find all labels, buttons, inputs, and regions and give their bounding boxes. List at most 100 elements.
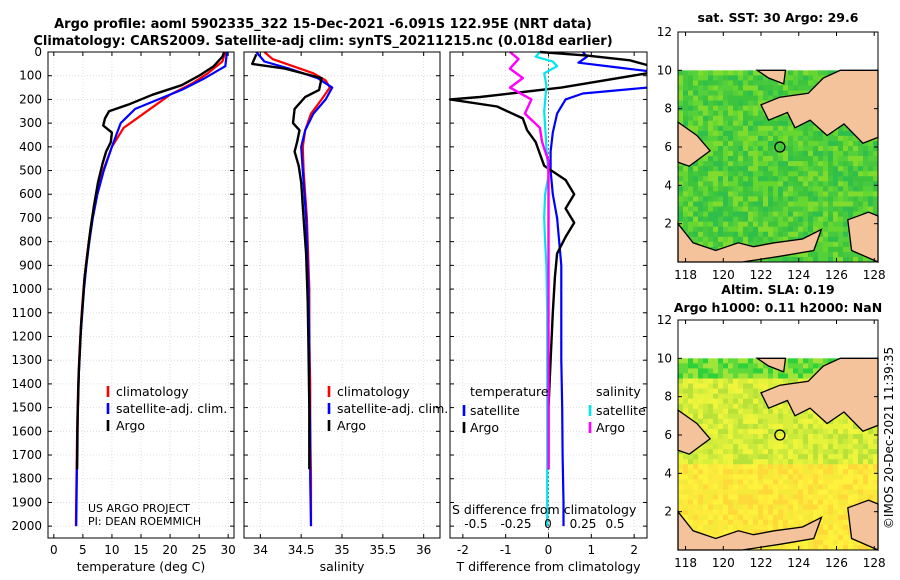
map-data-cell (818, 246, 824, 253)
map-data-cell (843, 454, 849, 460)
map-data-cell (698, 70, 704, 76)
map-data-cell (818, 211, 824, 217)
map-data-cell (793, 449, 799, 455)
map-data-cell (738, 151, 744, 157)
map-data-cell (808, 373, 814, 379)
map-data-cell (763, 544, 769, 551)
map-data-cell (793, 444, 799, 450)
map-data-cell (818, 494, 824, 500)
x-tick-label: 10 (104, 543, 119, 557)
map-data-cell (753, 439, 759, 445)
map-data-cell (798, 368, 804, 374)
map-data-cell (753, 403, 759, 410)
map-data-cell (733, 151, 739, 157)
map-data-cell (843, 474, 849, 480)
map-data-cell (743, 373, 749, 379)
map-data-cell (838, 529, 844, 536)
map-data-cell (758, 166, 764, 172)
map-x-tick-label: 118 (674, 268, 697, 282)
map-data-cell (833, 504, 839, 511)
map-data-cell (723, 191, 729, 197)
map-data-cell (688, 514, 694, 521)
map-data-cell (743, 489, 749, 495)
map-data-cell (683, 186, 689, 192)
map-data-cell (713, 494, 719, 500)
map-data-cell (868, 181, 874, 187)
map-data-cell (698, 156, 704, 162)
map-data-cell (743, 206, 749, 212)
map-data-cell (693, 479, 699, 485)
map-data-cell (818, 206, 824, 212)
map-data-cell (858, 191, 864, 197)
map-data-cell (833, 494, 839, 500)
map-data-cell (768, 191, 774, 197)
map-data-cell (718, 403, 724, 410)
map-data-cell (843, 524, 849, 531)
map-data-cell (783, 135, 789, 142)
map-data-cell (763, 90, 769, 96)
map-data-cell (833, 201, 839, 207)
map-data-cell (778, 373, 784, 379)
map-data-cell (803, 373, 809, 379)
map-data-cell (708, 161, 714, 167)
map-data-cell (773, 191, 779, 197)
map-data-cell (773, 509, 779, 516)
y-tick-label: 1500 (11, 401, 42, 415)
map-data-cell (813, 368, 819, 374)
map-data-cell (703, 418, 709, 425)
map-data-cell (848, 166, 854, 172)
map-data-cell (768, 166, 774, 172)
map-data-cell (828, 459, 834, 465)
map-x-tick-label: 118 (674, 556, 697, 570)
map-data-cell (708, 196, 714, 202)
map-data-cell (793, 418, 799, 425)
map-data-cell (828, 474, 834, 480)
map-data-cell (743, 156, 749, 162)
legend-label: climatology (116, 384, 189, 399)
map-data-cell (723, 171, 729, 177)
map-data-cell (708, 100, 714, 107)
map-data-cell (858, 444, 864, 450)
map-data-cell (783, 373, 789, 379)
map-data-cell (813, 489, 819, 495)
map-data-cell (708, 221, 714, 228)
map-data-cell (708, 403, 714, 410)
map-data-cell (763, 368, 769, 374)
map-data-cell (713, 70, 719, 76)
map-data-cell (728, 75, 734, 81)
map-data-cell (748, 378, 754, 384)
map-data-cell (788, 70, 794, 76)
map-data-cell (778, 494, 784, 500)
map-data-cell (798, 423, 804, 430)
map-data-cell (823, 469, 829, 475)
map-data-cell (803, 216, 809, 223)
map-data-cell (748, 120, 754, 127)
map-data-cell (783, 206, 789, 212)
map-data-cell (788, 140, 794, 147)
map-data-cell (753, 398, 759, 405)
map-data-cell (743, 176, 749, 182)
map-data-cell (838, 241, 844, 248)
map-data-cell (813, 256, 819, 263)
map-data-cell (823, 449, 829, 455)
map-data-cell (853, 171, 859, 177)
map-data-cell (698, 494, 704, 500)
map-data-cell (703, 408, 709, 415)
map-data-cell (678, 70, 684, 76)
map-data-cell (763, 80, 769, 86)
map-data-cell (773, 211, 779, 217)
map-data-cell (778, 130, 784, 137)
map-data-cell (693, 504, 699, 511)
map-data-cell (783, 413, 789, 420)
map-data-cell (733, 509, 739, 516)
map-data-cell (798, 428, 804, 435)
map-data-cell (688, 388, 694, 395)
map-data-cell (798, 251, 804, 258)
map-data-cell (738, 201, 744, 207)
map-data-cell (813, 534, 819, 541)
map-data-cell (708, 514, 714, 521)
map-data-cell (698, 393, 704, 400)
map-data-cell (873, 479, 879, 485)
map-data-cell (768, 418, 774, 425)
map-data-cell (853, 489, 859, 495)
